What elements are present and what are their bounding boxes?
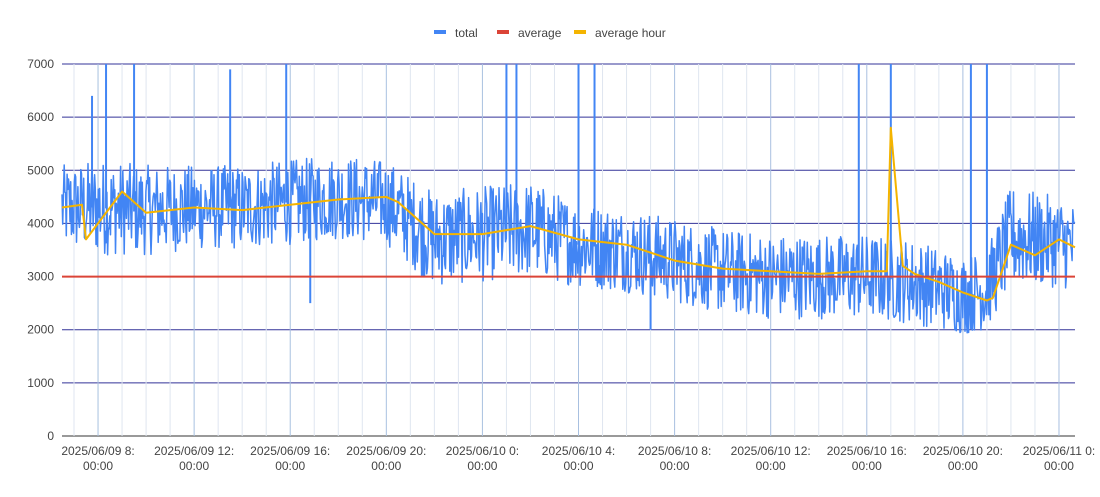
x-tick-label-time: 00:00 [563,459,593,473]
x-tick-label: 2025/06/10 0: [446,444,519,458]
legend-swatch [434,30,446,34]
x-tick-label: 2025/06/09 20: [346,444,426,458]
x-tick-label-time: 00:00 [179,459,209,473]
y-tick-label: 4000 [27,216,54,230]
y-tick-label: 6000 [27,110,54,124]
x-tick-label-time: 00:00 [660,459,690,473]
y-tick-label: 1000 [27,376,54,390]
y-tick-label: 0 [47,429,54,443]
x-tick-label: 2025/06/10 12: [731,444,811,458]
x-tick-label-time: 00:00 [371,459,401,473]
plot-area [61,64,1076,334]
legend-label: total [455,26,478,40]
x-tick-label: 2025/06/10 16: [827,444,907,458]
series-average-hour-line [61,126,1076,302]
legend-swatch [574,30,586,34]
legend-label: average [518,26,562,40]
y-tick-label: 3000 [27,270,54,284]
y-axis: 0 1000 2000 3000 4000 5000 6000 7000 [27,57,54,443]
x-tick-label: 2025/06/09 16: [250,444,330,458]
x-tick-label: 2025/06/10 20: [923,444,1003,458]
x-tick-label-time: 00:00 [275,459,305,473]
legend-label: average hour [595,26,666,40]
x-tick-label: 2025/06/10 4: [542,444,615,458]
y-tick-label: 2000 [27,323,54,337]
x-tick-label: 2025/06/11 0: [1023,444,1096,458]
legend: total average average hour [434,26,666,40]
series-total-line [61,157,1076,334]
x-tick-label-time: 00:00 [948,459,978,473]
x-tick-label: 2025/06/09 8: [61,444,134,458]
y-tick-label: 5000 [27,163,54,177]
x-tick-label: 2025/06/10 8: [638,444,711,458]
y-tick-label: 7000 [27,57,54,71]
x-tick-label-time: 00:00 [83,459,113,473]
x-tick-label-time: 00:00 [467,459,497,473]
x-tick-label-time: 00:00 [756,459,786,473]
x-tick-label-time: 00:00 [852,459,882,473]
x-tick-label-time: 00:00 [1044,459,1074,473]
legend-swatch [497,30,509,34]
x-tick-label: 2025/06/09 12: [154,444,234,458]
